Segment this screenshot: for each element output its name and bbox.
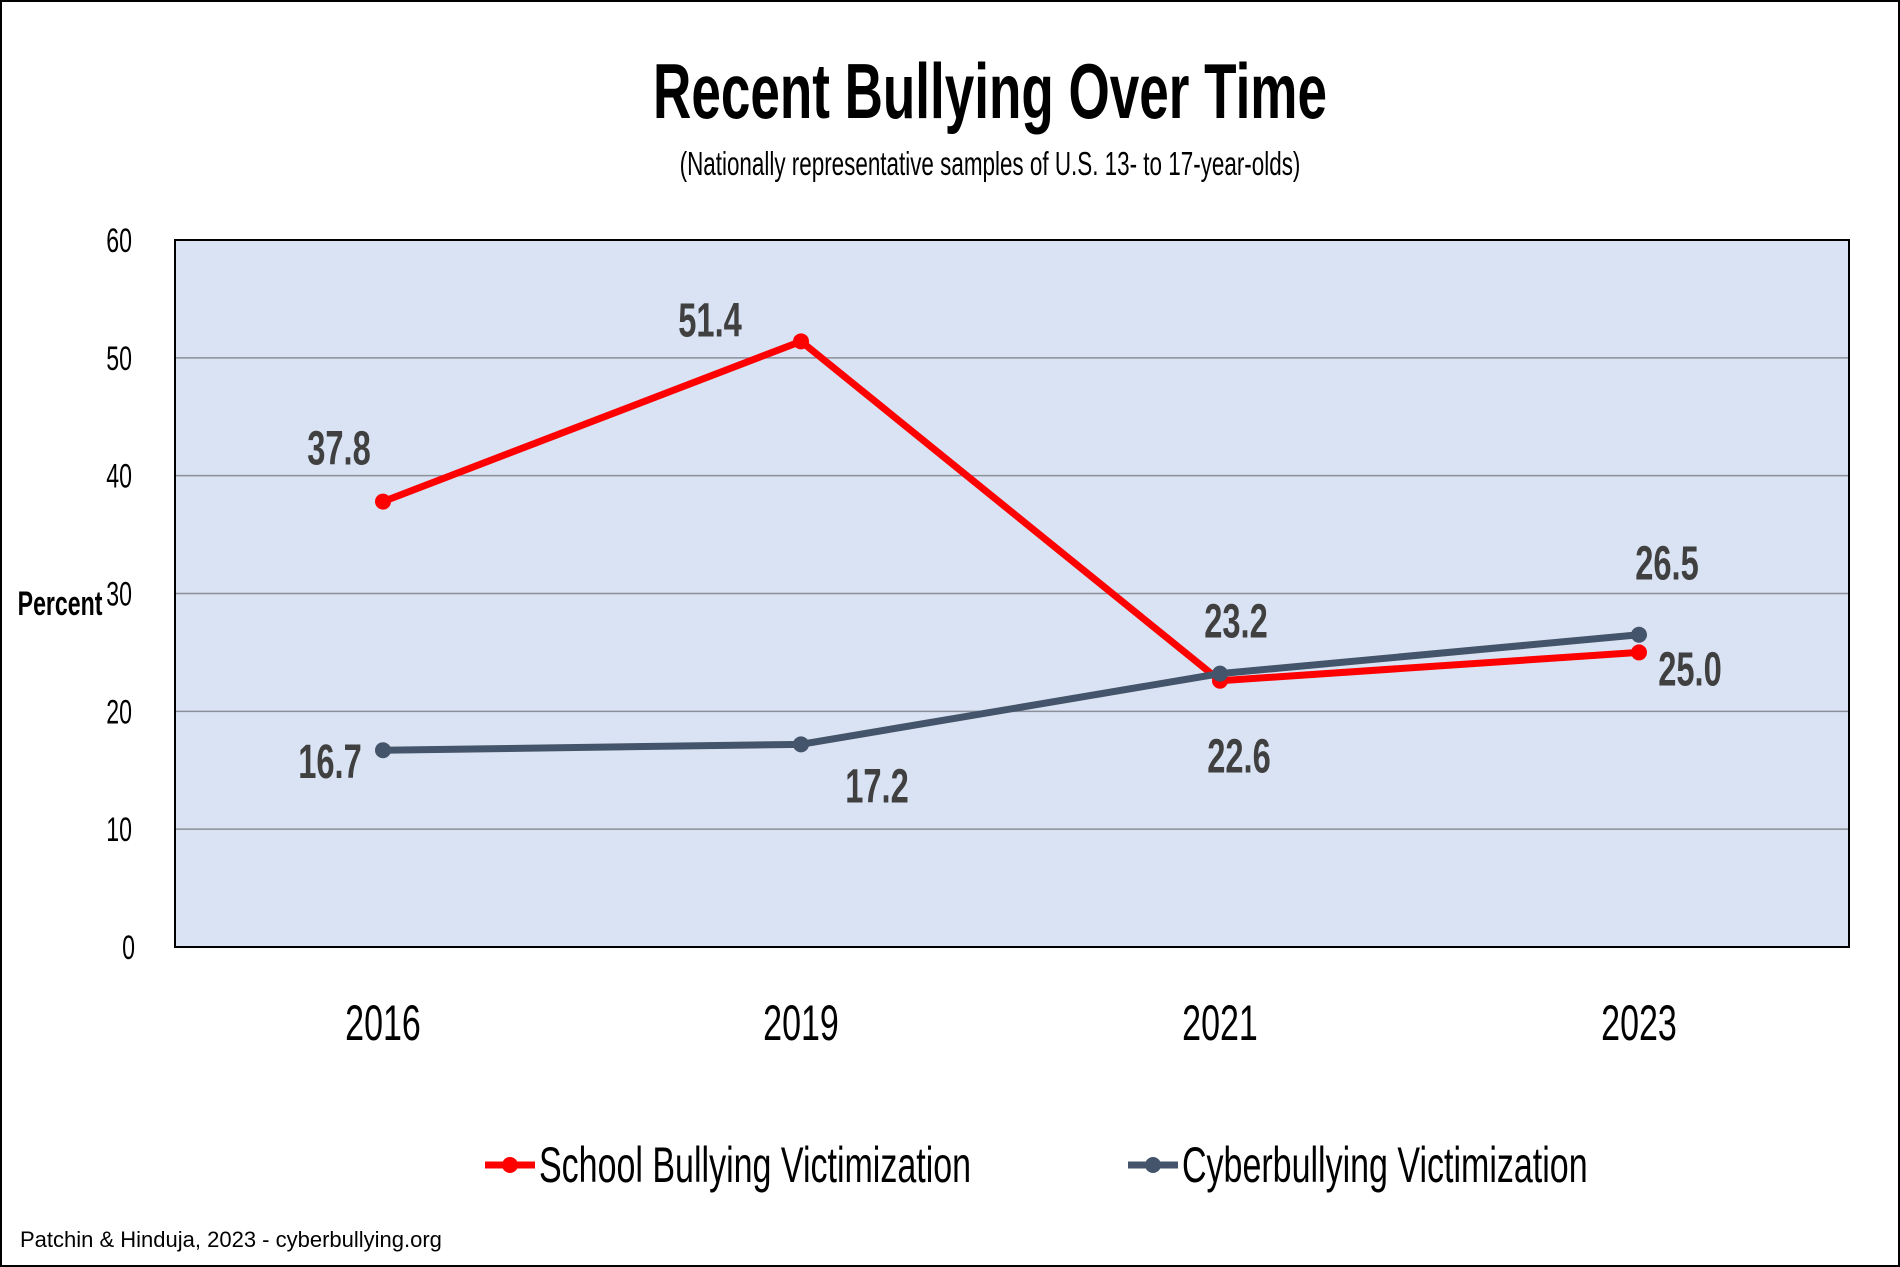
- data-label: 26.5: [1635, 536, 1699, 590]
- series-line: [381, 337, 1640, 685]
- x-tick-label: 2021: [1182, 996, 1258, 1052]
- x-tick-label: 2023: [1601, 996, 1677, 1052]
- series-line: [382, 631, 1640, 754]
- data-label: 22.6: [1207, 729, 1271, 783]
- data-label: 16.7: [298, 735, 362, 789]
- data-label: 23.2: [1204, 594, 1268, 648]
- footer-credit: Patchin & Hinduja, 2023 - cyberbullying.…: [20, 1227, 442, 1252]
- data-point: [1631, 626, 1647, 643]
- x-tick-label: 2016: [345, 996, 421, 1052]
- data-label: 37.8: [307, 421, 371, 475]
- data-point: [375, 742, 391, 759]
- chart-title: Recent Bullying Over Time: [653, 49, 1327, 136]
- data-label: 51.4: [678, 293, 742, 347]
- data-label: 25.0: [1658, 642, 1722, 696]
- y-tick-label: 50: [106, 341, 132, 378]
- data-point: [1212, 665, 1228, 682]
- legend-label: Cyberbullying Victimization: [1182, 1138, 1588, 1194]
- y-tick-label: 0: [122, 930, 135, 967]
- plot-border: [174, 239, 1850, 948]
- y-tick-label: 60: [106, 223, 132, 260]
- y-tick-label: 30: [106, 576, 132, 613]
- y-tick-label: 40: [106, 458, 132, 495]
- chart-subtitle: (Nationally representative samples of U.…: [680, 145, 1301, 182]
- y-tick-label: 10: [106, 812, 132, 849]
- data-label: 17.2: [845, 759, 909, 813]
- legend-marker: [1145, 1157, 1161, 1173]
- data-point: [375, 493, 391, 510]
- y-axis-label: Percent: [18, 586, 103, 623]
- y-tick-label: 20: [106, 694, 132, 731]
- data-point: [1631, 644, 1647, 661]
- legend-label: School Bullying Victimization: [539, 1138, 971, 1194]
- x-tick-label: 2019: [763, 996, 839, 1052]
- data-point: [793, 736, 809, 753]
- data-point: [793, 333, 809, 350]
- legend-marker: [502, 1157, 518, 1173]
